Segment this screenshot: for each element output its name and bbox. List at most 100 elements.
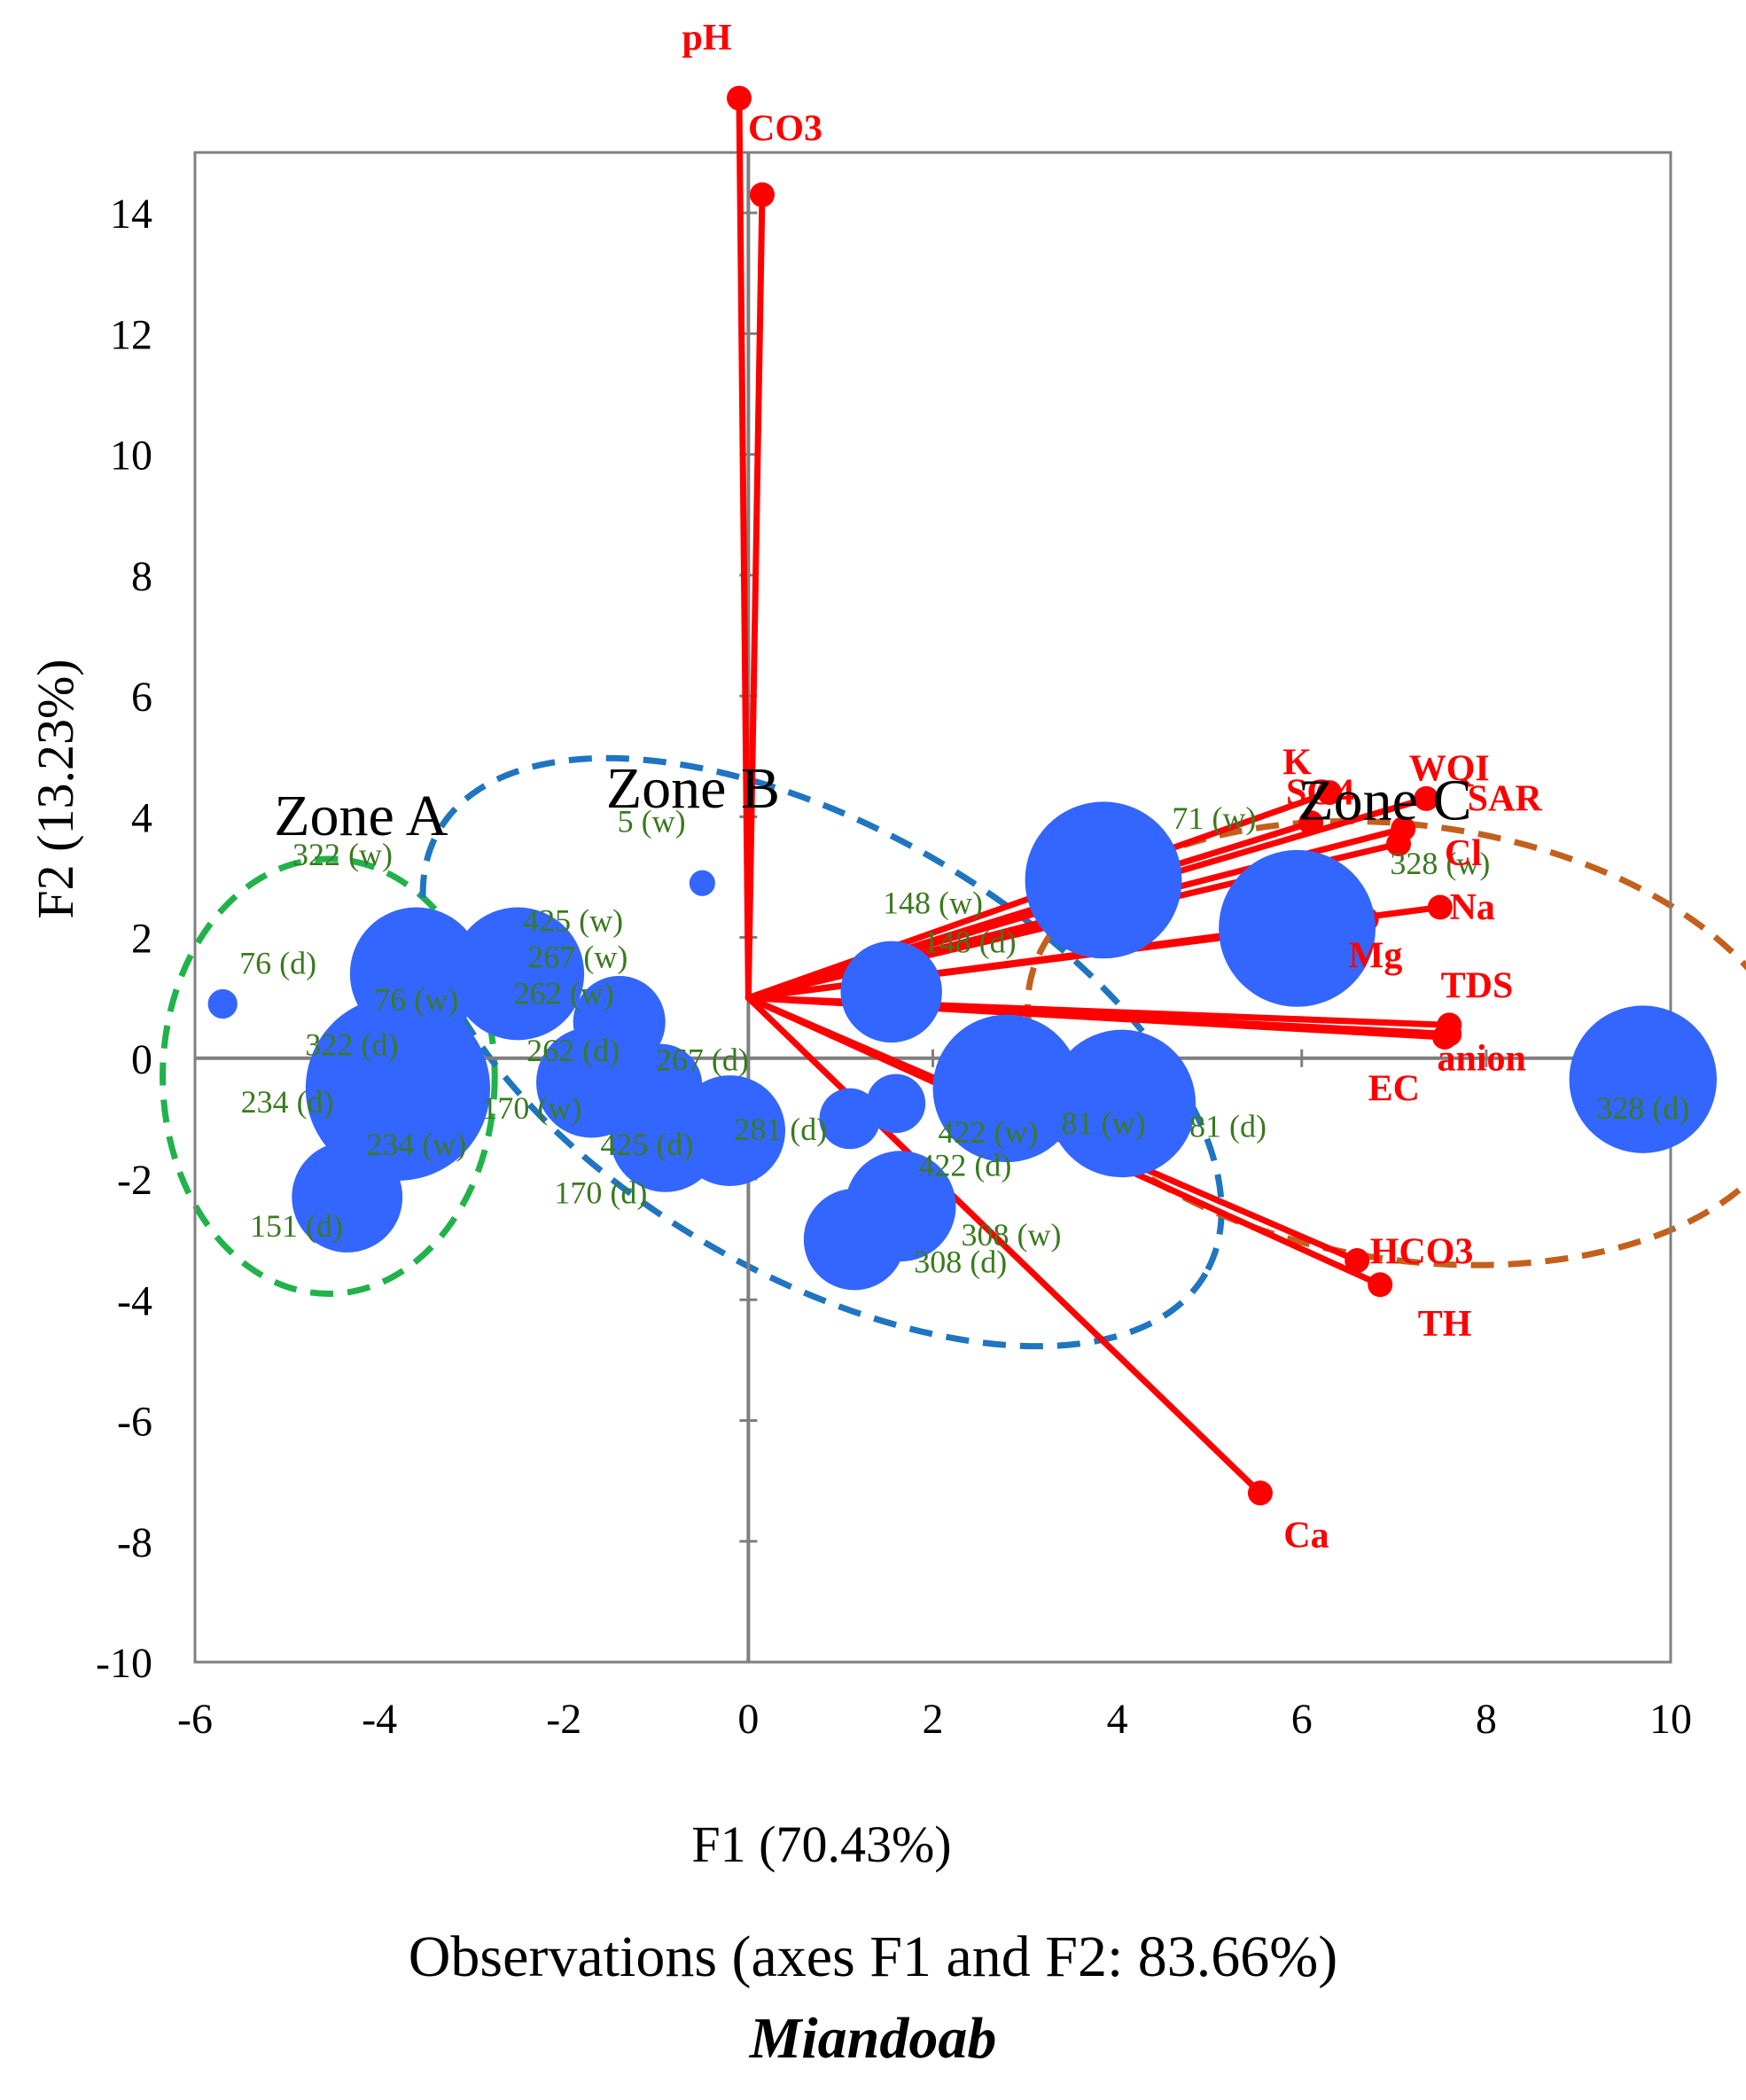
y-tick-label: 10 (110, 433, 152, 480)
observation-label: 308 (d) (914, 1245, 1007, 1280)
observation-label: 322 (d) (305, 1027, 398, 1062)
observation-points (207, 801, 1718, 1291)
observation-point (803, 1188, 906, 1291)
variable-label: anion (1437, 1038, 1525, 1079)
observation-point (689, 870, 715, 896)
chart-subtitle: Miandoab (749, 2006, 997, 2071)
variable-vector-tip (1368, 1272, 1393, 1298)
variable-vector-tip (726, 85, 752, 111)
observation-label: 148 (d) (924, 925, 1017, 960)
observation-label: 322 (w) (292, 837, 393, 872)
zone-ellipse (419, 754, 1225, 1350)
y-tick-label: 6 (131, 674, 152, 721)
observation-label: 308 (w) (961, 1217, 1061, 1253)
variable-label: EC (1368, 1068, 1420, 1109)
variable-label: HCO3 (1370, 1231, 1474, 1272)
observation-label: 328 (d) (1596, 1090, 1689, 1126)
observation-point (819, 1088, 881, 1150)
observation-point (1048, 1029, 1196, 1178)
variable-vector (744, 191, 766, 1002)
observation-point (1219, 849, 1376, 1007)
y-axis-label: F2 (13.23%) (27, 659, 84, 918)
variable-vector-tip (1247, 1480, 1273, 1506)
zone-label: Zone B (606, 756, 780, 821)
variable-label: SO4 (1286, 773, 1354, 814)
observation-point (292, 1142, 403, 1253)
variable-vector-tip (1427, 894, 1453, 920)
x-tick-label: 2 (923, 1696, 944, 1743)
chart-title: Observations (axes F1 and F2: 83.66%) (408, 1924, 1338, 1989)
y-tick-label: -10 (96, 1640, 152, 1687)
y-tick-label: -4 (117, 1277, 152, 1324)
observation-label: 170 (d) (554, 1175, 647, 1210)
x-tick-label: -2 (546, 1696, 581, 1743)
y-tick-label: 2 (131, 916, 152, 963)
variable-label: Cl (1445, 833, 1482, 874)
observation-label: 281 (d) (734, 1112, 827, 1147)
observation-point (1025, 801, 1182, 959)
variable-vector (736, 95, 752, 1002)
x-tick-label: 8 (1476, 1696, 1497, 1743)
observation-point (866, 1073, 926, 1134)
variable-label: SAR (1468, 779, 1543, 820)
variable-label: TH (1418, 1304, 1472, 1345)
observation-label: 234 (d) (241, 1084, 334, 1120)
x-tick-label: 0 (737, 1696, 759, 1743)
variable-vector-tip (1316, 780, 1342, 806)
variable-label: Na (1450, 887, 1495, 928)
zones-layer (160, 754, 1746, 1350)
zone-ellipse (160, 855, 498, 1297)
labels-layer: 76 (d) 322 (w) 76 (w) 322 (d) 234 (d) 234 (w)… (239, 18, 1689, 1556)
variable-label: TDS (1441, 966, 1514, 1007)
observation-point (1569, 1005, 1718, 1153)
observation-label: 5 (w) (618, 803, 686, 839)
observation-label: 267 (d) (656, 1042, 749, 1077)
variable-label: Mg (1349, 936, 1403, 977)
observation-label: 148 (w) (883, 885, 983, 920)
variable-vector-tip (1414, 785, 1439, 811)
observation-point (305, 995, 490, 1181)
zone-label: Zone A (274, 784, 448, 848)
observation-point (674, 1075, 785, 1186)
variable-label: pH (682, 18, 732, 59)
observation-label: 262 (w) (514, 975, 614, 1011)
variable-vector-tip (1386, 831, 1412, 856)
variable-label: Ca (1283, 1516, 1329, 1557)
y-tick-label: -6 (117, 1399, 152, 1446)
plot-frame (193, 151, 1672, 1664)
variable-label: WQI (1409, 748, 1490, 789)
observation-label: 425 (d) (600, 1127, 693, 1162)
x-tick-label: 4 (1107, 1696, 1128, 1743)
observation-label: 81 (w) (1062, 1105, 1146, 1141)
x-tick-label: -6 (177, 1696, 213, 1743)
observation-point (932, 1014, 1080, 1163)
observation-label: 76 (d) (239, 945, 316, 980)
ticks-layer: -6 -4 -2 0 2 4 6 8 10 -10 -8 -6 -4 -2 0 2 4 6 8 10 12 14 (96, 191, 1692, 1743)
variable-label: K (1282, 743, 1312, 784)
x-axis-label: F1 (70.43%) (691, 1815, 951, 1873)
observation-label: 422 (w) (938, 1114, 1038, 1150)
y-tick-label: -8 (117, 1519, 152, 1566)
zone-ellipse (1024, 817, 1746, 1269)
y-tick-label: 12 (110, 311, 152, 358)
observation-label: 71 (w) (1172, 800, 1256, 836)
observation-label: 170 (w) (481, 1090, 581, 1126)
y-tick-label: -2 (117, 1157, 152, 1204)
x-tick-label: 6 (1291, 1696, 1313, 1743)
y-tick-label: 8 (131, 553, 152, 600)
x-tick-label: -4 (362, 1696, 397, 1743)
y-tick-label: 4 (131, 794, 152, 841)
variable-vector-tip (749, 182, 775, 207)
observation-label: 262 (d) (526, 1033, 620, 1068)
x-tick-label: 10 (1649, 1696, 1692, 1743)
y-tick-label: 14 (110, 191, 152, 238)
observation-label: 234 (w) (366, 1127, 466, 1162)
observation-point (207, 988, 238, 1019)
variable-vector (744, 995, 1264, 1496)
y-tick-label: 0 (131, 1036, 152, 1083)
variable-label: CO3 (748, 108, 822, 149)
observation-label: 422 (d) (918, 1148, 1011, 1183)
observation-label: 76 (w) (374, 981, 458, 1017)
variable-vector-tip (1432, 1024, 1458, 1050)
